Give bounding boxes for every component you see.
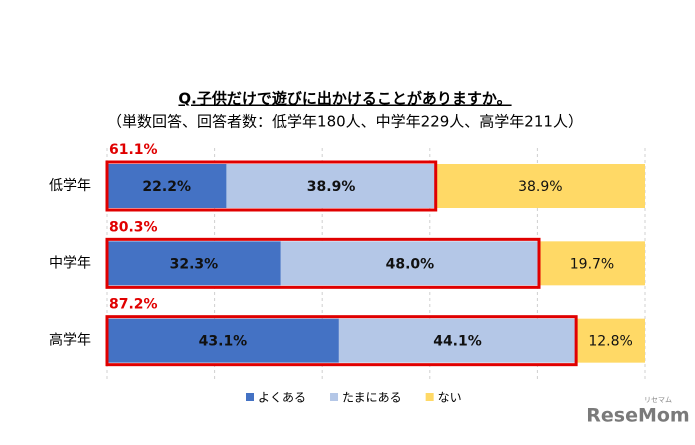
chart-title: Q.子供だけで遊びに出かけることがありますか。 bbox=[178, 90, 511, 108]
watermark: ReseMom bbox=[586, 405, 689, 427]
data-label: 38.9% bbox=[307, 179, 356, 195]
legend-label: よくある bbox=[258, 391, 306, 405]
data-label: 19.7% bbox=[570, 256, 614, 272]
bar-segment bbox=[435, 164, 645, 208]
total-label: 80.3% bbox=[109, 219, 158, 235]
chart-subtitle: （単数回答、回答者数：低学年180人、中学年229人、高学年211人） bbox=[107, 113, 583, 131]
legend-label: ない bbox=[438, 391, 462, 405]
data-label: 32.3% bbox=[170, 256, 219, 272]
data-label: 12.8% bbox=[588, 334, 632, 350]
data-label: 22.2% bbox=[142, 179, 191, 195]
legend-label: たまにある bbox=[342, 391, 402, 405]
bar-segment bbox=[107, 164, 227, 208]
total-label: 87.2% bbox=[109, 297, 158, 313]
watermark-sub: リセマム bbox=[644, 396, 672, 404]
y-tick-label: 低学年 bbox=[49, 178, 91, 194]
legend-swatch bbox=[425, 393, 434, 401]
y-tick-label: 中学年 bbox=[49, 255, 91, 271]
data-label: 43.1% bbox=[199, 334, 248, 350]
data-label: 38.9% bbox=[518, 179, 562, 195]
legend-swatch bbox=[246, 393, 254, 401]
total-box bbox=[105, 160, 438, 212]
total-label: 61.1% bbox=[109, 142, 158, 158]
data-label: 48.0% bbox=[386, 256, 435, 272]
bar-segment bbox=[539, 241, 645, 286]
bar-segment bbox=[576, 318, 645, 363]
legend-swatch bbox=[330, 393, 339, 401]
bar-segment bbox=[280, 241, 540, 286]
total-box bbox=[105, 237, 541, 289]
data-label: 44.1% bbox=[433, 334, 482, 350]
bar-segment bbox=[338, 318, 577, 363]
bar-segment bbox=[107, 241, 281, 286]
total-box bbox=[105, 315, 578, 367]
y-tick-label: 高学年 bbox=[49, 332, 91, 349]
bar-segment bbox=[226, 164, 436, 208]
bar-segment bbox=[107, 318, 339, 363]
